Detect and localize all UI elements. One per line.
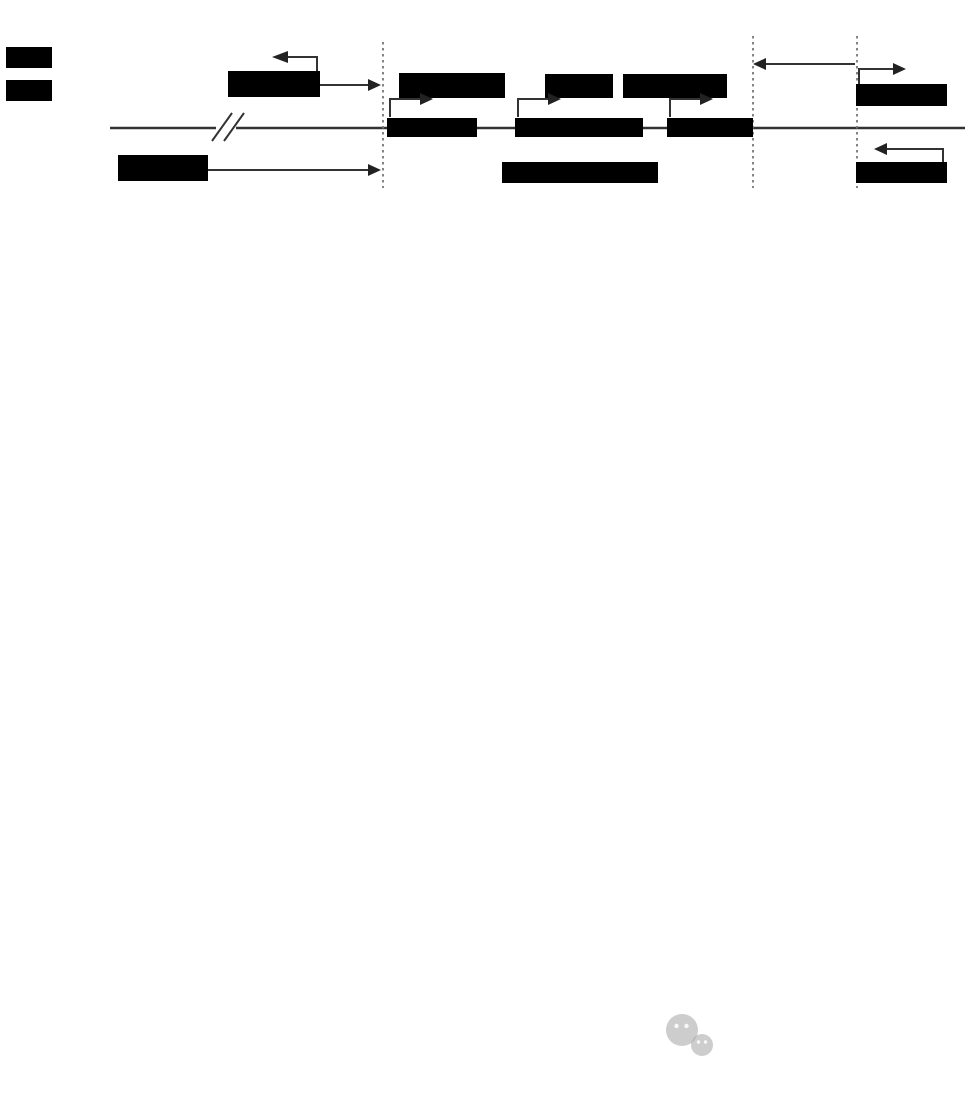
panel-b-donuts (0, 200, 974, 512)
convergent-arrow (887, 148, 944, 162)
nested-box (545, 74, 613, 98)
isolated-arrowhead-icon (368, 164, 381, 176)
gene1-tss-arrowhead-icon (420, 93, 433, 105)
convergent-arrowhead-icon (874, 143, 887, 155)
gene-box-1 (387, 118, 477, 137)
panel-a-diagram (6, 36, 965, 188)
line-break-icon (211, 112, 245, 142)
right-distance-arrowhead-icon (753, 58, 766, 70)
gene-box-2 (515, 118, 643, 137)
overlapping-box (399, 73, 505, 98)
same-strand-arrow (858, 68, 893, 86)
divergent-distance-arrowhead-icon (368, 79, 381, 91)
gene3-tss-arrowhead-icon (700, 93, 713, 105)
isolated-box (118, 155, 208, 181)
divergent-box (228, 71, 320, 97)
containing-box (502, 162, 658, 183)
gene1-tss-arrow (389, 98, 420, 117)
gene3-tss-arrow (669, 98, 700, 117)
gene-swatch (6, 47, 52, 68)
divergent-arrowhead-icon (272, 51, 288, 63)
same-strand-arrowhead-icon (893, 63, 906, 75)
multiple-box (623, 74, 727, 98)
gene-box-3 (667, 118, 753, 137)
divergent-arrow (286, 56, 318, 71)
gene2-tss-arrow (517, 98, 548, 117)
same-strand-box (856, 84, 947, 106)
convergent-box (856, 162, 947, 183)
gene2-tss-arrowhead-icon (548, 93, 561, 105)
panel-c-plots (0, 505, 974, 1111)
lncrna-swatch (6, 80, 52, 101)
